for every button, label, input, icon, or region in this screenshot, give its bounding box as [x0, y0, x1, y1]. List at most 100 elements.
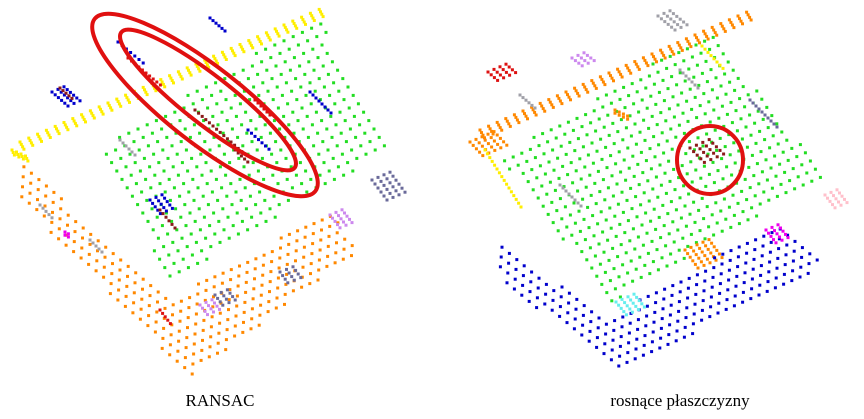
point [609, 154, 613, 158]
point [176, 173, 180, 177]
point [84, 120, 87, 124]
point [748, 186, 752, 190]
point [158, 83, 162, 87]
point [561, 164, 565, 168]
point [709, 54, 713, 58]
point [498, 126, 502, 130]
point [212, 310, 215, 314]
point [268, 113, 272, 117]
point [190, 372, 194, 376]
point [28, 191, 32, 195]
point [243, 300, 247, 304]
point [80, 246, 84, 250]
point [600, 282, 604, 286]
point [116, 100, 120, 103]
point [581, 82, 585, 86]
point [678, 71, 682, 75]
point [210, 190, 214, 194]
point [351, 93, 355, 97]
point [29, 181, 33, 185]
point [163, 315, 167, 319]
highlight-ellipse-outer-icon [90, 11, 320, 199]
point [621, 112, 625, 116]
point [603, 342, 607, 346]
point [635, 215, 639, 219]
point [722, 152, 726, 156]
point [626, 117, 630, 121]
point [190, 156, 194, 160]
point [259, 104, 263, 108]
point [710, 285, 714, 289]
point [645, 304, 649, 308]
point [769, 240, 773, 244]
point [617, 275, 621, 279]
point [79, 256, 83, 260]
point [335, 144, 339, 148]
point [617, 150, 621, 154]
point [599, 137, 603, 141]
point [737, 222, 741, 226]
point [667, 232, 671, 236]
point [229, 182, 233, 186]
point [831, 203, 834, 207]
point [723, 29, 727, 33]
point [296, 43, 300, 47]
point [661, 78, 665, 82]
point [700, 196, 704, 200]
point [595, 336, 599, 340]
point [719, 272, 723, 276]
point [702, 92, 706, 96]
point [487, 124, 491, 128]
point [736, 76, 740, 80]
point [171, 165, 175, 169]
point [818, 175, 822, 179]
point [550, 200, 554, 204]
point [745, 241, 749, 245]
point [589, 193, 593, 197]
point [698, 229, 702, 233]
point [845, 201, 849, 205]
point [21, 145, 25, 149]
point [617, 110, 621, 114]
point [600, 77, 604, 81]
point [634, 267, 638, 271]
point [694, 241, 698, 245]
point [230, 127, 234, 131]
point [334, 210, 338, 214]
point [204, 61, 208, 64]
point [721, 252, 725, 256]
point [128, 100, 131, 104]
point [280, 93, 284, 97]
point [233, 298, 237, 302]
point [579, 177, 583, 181]
point [102, 275, 106, 279]
point [345, 214, 349, 218]
point [285, 177, 289, 181]
point [746, 93, 750, 97]
point [205, 257, 209, 261]
point [194, 62, 198, 66]
point [723, 145, 727, 149]
point [839, 203, 843, 207]
point [774, 174, 778, 178]
point [221, 131, 225, 135]
point [834, 197, 838, 201]
point [222, 134, 226, 138]
point [346, 85, 350, 89]
point [634, 62, 638, 66]
point [216, 198, 220, 202]
point [140, 297, 144, 301]
point [337, 89, 341, 93]
point [617, 364, 621, 368]
point [273, 43, 277, 47]
point [287, 123, 291, 127]
point [635, 90, 639, 94]
point [163, 85, 167, 89]
point [588, 329, 592, 333]
point [234, 314, 238, 318]
point [727, 278, 731, 282]
point [204, 300, 208, 304]
point [133, 153, 137, 157]
point [748, 113, 752, 117]
point [548, 180, 552, 184]
